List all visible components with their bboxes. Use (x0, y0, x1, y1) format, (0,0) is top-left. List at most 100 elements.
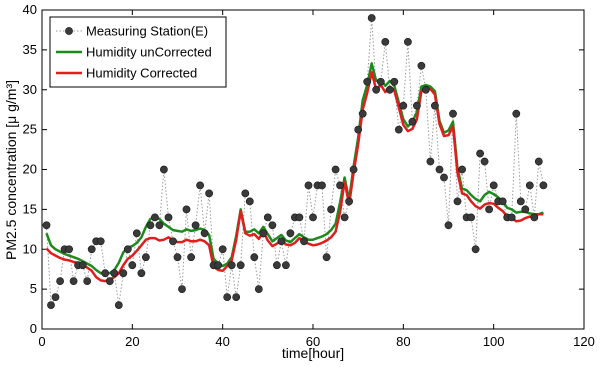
data-point (471, 245, 480, 254)
data-point (254, 285, 263, 293)
data-point (489, 181, 498, 190)
data-point (399, 101, 408, 110)
data-point (336, 181, 344, 190)
data-point (444, 221, 453, 230)
data-point (363, 77, 372, 86)
data-point (394, 125, 403, 134)
y-tick-label: 40 (23, 2, 37, 17)
data-point (218, 245, 227, 254)
data-point (539, 181, 548, 190)
data-point (417, 61, 426, 70)
data-point (137, 269, 146, 278)
series-line-measuring-station (46, 17, 544, 307)
data-point (173, 253, 182, 262)
data-point (412, 101, 421, 110)
y-tick-label: 5 (30, 281, 37, 296)
data-point (480, 157, 489, 166)
x-axis: 0 20 40 60 80 100 120 (38, 10, 595, 349)
data-point (534, 157, 543, 166)
data-point (449, 109, 457, 118)
data-point (403, 38, 412, 46)
data-point (164, 213, 173, 222)
data-point (223, 293, 232, 301)
legend-label: Humidity unCorrected (86, 45, 212, 60)
x-tick-label: 120 (573, 334, 595, 349)
data-point (435, 165, 444, 174)
data-point (322, 253, 331, 262)
data-point (381, 38, 390, 46)
data-point (65, 245, 73, 254)
data-point (458, 165, 466, 174)
data-point (430, 101, 439, 110)
x-tick-label: 40 (215, 334, 229, 349)
legend-label: Measuring Station(E) (86, 24, 208, 39)
x-axis-label: time[hour] (282, 345, 344, 361)
data-point (304, 181, 313, 190)
data-point (376, 77, 385, 86)
x-tick-label: 20 (125, 334, 139, 349)
data-point (268, 221, 277, 230)
y-tick-label: 35 (23, 42, 37, 57)
data-point (132, 229, 141, 238)
data-point (372, 85, 381, 94)
data-point (187, 253, 195, 262)
data-point (42, 221, 51, 230)
data-point (83, 277, 92, 285)
legend: Measuring Station(E) Humidity unCorrected… (49, 16, 227, 88)
data-point (205, 189, 213, 198)
data-point (318, 181, 326, 190)
data-point (47, 301, 55, 309)
data-point (51, 293, 60, 301)
data-point (87, 245, 96, 254)
y-tick-label: 30 (23, 82, 37, 97)
data-point (200, 229, 209, 238)
data-point (78, 261, 87, 270)
data-point (56, 277, 64, 285)
data-point (331, 165, 340, 174)
data-point (440, 173, 448, 182)
data-point (512, 109, 521, 118)
data-point (150, 213, 159, 222)
data-point (232, 293, 241, 301)
data-point (128, 261, 137, 270)
data-point (340, 213, 349, 222)
data-point (241, 189, 250, 198)
data-point (245, 197, 254, 206)
data-point (196, 181, 204, 190)
data-point (507, 213, 516, 222)
data-point (349, 165, 358, 174)
data-point (498, 197, 507, 206)
data-point (146, 221, 155, 230)
data-point (105, 277, 114, 285)
data-point (96, 237, 105, 246)
data-point (182, 205, 191, 214)
data-point (281, 261, 290, 270)
data-point (476, 149, 484, 158)
data-point (426, 157, 435, 166)
data-point (300, 237, 308, 246)
data-point (259, 229, 268, 238)
data-point (214, 261, 223, 270)
data-point (277, 237, 286, 246)
y-tick-label: 20 (23, 162, 37, 177)
data-point (141, 253, 150, 262)
data-point (286, 229, 295, 238)
series-line-2 (45, 70, 544, 283)
data-point (227, 261, 236, 270)
y-axis-label: PM2.5 concentration [μ g/m³] (3, 80, 19, 260)
data-point (114, 301, 123, 309)
data-point (367, 14, 376, 22)
data-point (101, 269, 110, 278)
data-point (516, 197, 525, 206)
data-point (485, 205, 493, 214)
data-point (385, 85, 394, 94)
data-point (358, 109, 367, 118)
y-tick-label: 0 (30, 321, 37, 336)
data-point (521, 205, 530, 214)
data-point (390, 77, 399, 86)
data-point (525, 181, 534, 190)
data-point (354, 125, 363, 134)
data-point (110, 269, 119, 278)
data-point (159, 165, 168, 174)
